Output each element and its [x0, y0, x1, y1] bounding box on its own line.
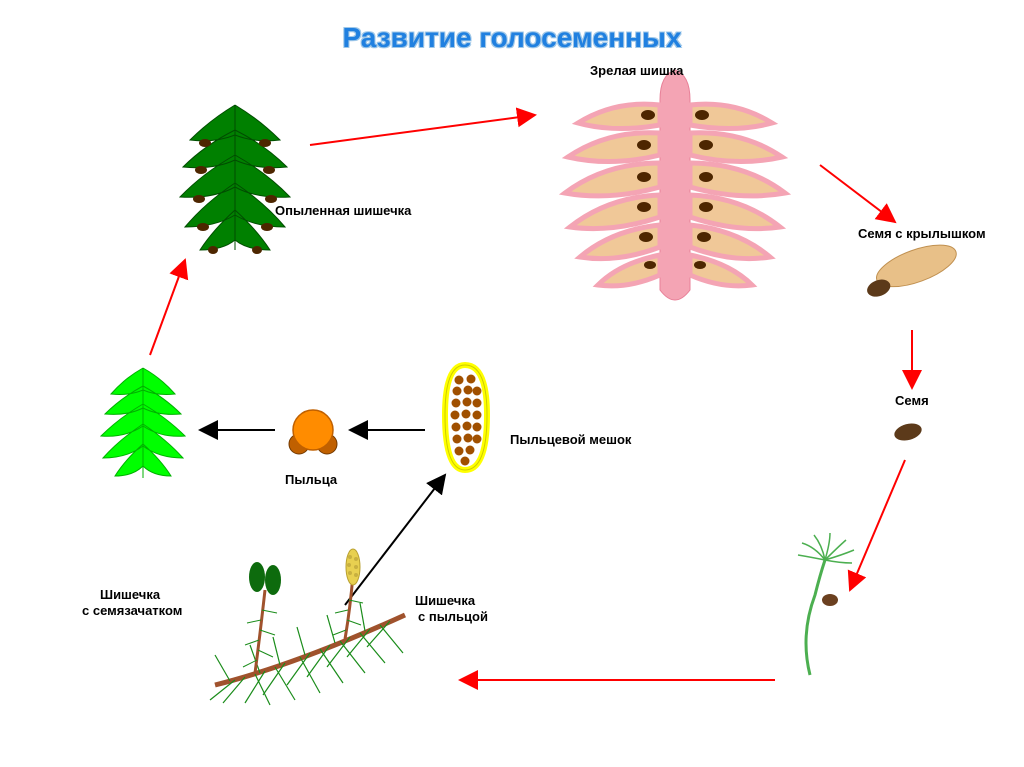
sprout-icon: [798, 533, 854, 675]
label-pollen-sac: Пыльцевой мешок: [510, 432, 631, 447]
pollen-sac-icon: [445, 365, 487, 470]
branch-icon: [210, 549, 405, 705]
label-cone-pollen-2: с пыльцой: [418, 609, 488, 624]
label-pollen: Пыльца: [285, 472, 337, 487]
page-title: Развитие голосеменных: [0, 22, 1024, 54]
diagram-canvas: [0, 0, 1024, 767]
label-cone-ovule-1: Шишечка: [100, 587, 160, 602]
label-seed-winged: Семя с крылышком: [858, 226, 986, 241]
label-cone-pollen-1: Шишечка: [415, 593, 475, 608]
label-cone-ovule-2: с семязачатком: [82, 603, 182, 618]
seed-icon: [892, 421, 923, 444]
label-pollinated-cone: Опыленная шишечка: [275, 203, 411, 218]
winged-seed-icon: [859, 236, 961, 299]
ovule-cone-icon: [101, 368, 185, 478]
pollinated-cone-icon: [180, 105, 290, 254]
pollen-icon: [289, 410, 337, 454]
mature-cone-icon: [565, 70, 785, 300]
label-mature-cone: Зрелая шишка: [590, 63, 683, 78]
label-seed: Семя: [895, 393, 929, 408]
